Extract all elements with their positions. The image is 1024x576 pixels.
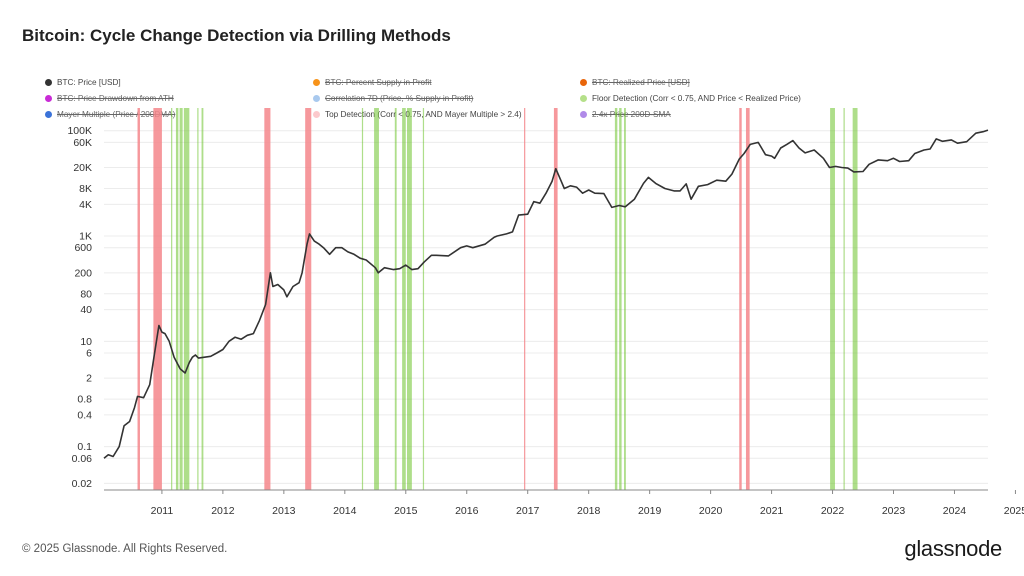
x-tick-label: 2023 <box>882 505 906 517</box>
floor-detection-band <box>614 108 618 490</box>
y-tick-label: 6 <box>86 348 92 360</box>
top-detection-band <box>137 108 140 490</box>
top-detection-band <box>739 108 742 490</box>
legend-item-mayer-multiple[interactable]: Mayer Multiple (Price / 200DMA) <box>45 109 175 120</box>
x-tick-label: 2025 <box>1004 505 1024 517</box>
x-tick-label: 2017 <box>516 505 540 517</box>
floor-detection-band <box>619 108 622 490</box>
legend-dot-icon <box>580 95 587 102</box>
y-tick-label: 0.02 <box>72 478 93 490</box>
page-title: Bitcoin: Cycle Change Detection via Dril… <box>22 26 451 45</box>
y-tick-label: 40 <box>80 304 92 316</box>
legend-dot-icon <box>580 79 587 86</box>
y-tick-label: 20K <box>73 162 92 174</box>
floor-detection-band <box>406 108 412 490</box>
top-detection-band <box>553 108 558 490</box>
legend-dot-icon <box>45 79 52 86</box>
x-tick-label: 2016 <box>455 505 479 517</box>
price-series <box>103 129 989 459</box>
y-tick-label: 0.06 <box>72 453 93 465</box>
y-tick-label: 0.8 <box>77 394 92 406</box>
legend-dot-icon <box>580 111 587 118</box>
top-detection-band <box>524 108 526 490</box>
y-tick-label: 60K <box>73 137 92 149</box>
legend-item-correlation[interactable]: Correlation 7D (Price, % Supply in Profi… <box>313 93 473 104</box>
top-detection-band <box>153 108 162 490</box>
glassnode-logo: glassnode <box>904 536 1002 561</box>
x-tick-label: 2011 <box>151 505 174 517</box>
x-tick-label: 2021 <box>760 505 784 517</box>
x-tick-label: 2014 <box>333 505 357 517</box>
floor-detection-band <box>830 108 835 490</box>
y-tick-label: 80 <box>80 288 92 300</box>
floor-detection-band <box>361 108 364 490</box>
legend-dot-icon <box>45 111 52 118</box>
x-tick-label: 2015 <box>394 505 418 517</box>
floor-detection-band <box>197 108 199 490</box>
x-tick-label: 2020 <box>699 505 723 517</box>
y-tick-label: 1K <box>79 231 92 243</box>
legend-item-drawdown[interactable]: BTC: Price Drawdown from ATH <box>45 93 174 104</box>
legend-dot-icon <box>313 111 320 118</box>
legend-item-btc-price[interactable]: BTC: Price [USD] <box>45 77 121 88</box>
y-tick-label: 0.1 <box>77 441 92 453</box>
floor-detection-band <box>394 108 397 490</box>
x-tick-label: 2018 <box>577 505 601 517</box>
floor-detection-band <box>171 108 173 490</box>
legend-item-realized-price[interactable]: BTC: Realized Price [USD] <box>580 77 690 88</box>
floor-detection-band <box>852 108 858 490</box>
x-tick-label: 2019 <box>638 505 662 517</box>
y-tick-label: 2 <box>86 373 92 385</box>
x-tick-label: 2012 <box>211 505 235 517</box>
y-tick-label: 8K <box>79 183 92 195</box>
floor-detection-band <box>422 108 425 490</box>
y-tick-label: 4K <box>79 199 92 211</box>
top-detection-band <box>745 108 750 490</box>
floor-detection-band <box>843 108 845 490</box>
x-tick-label: 2024 <box>943 505 967 517</box>
y-tick-label: 200 <box>74 267 92 279</box>
gridlines <box>104 130 988 484</box>
y-tick-label: 600 <box>74 242 92 254</box>
floor-detection-band <box>402 108 406 490</box>
y-tick-label: 100K <box>67 125 92 137</box>
detection-bands <box>137 108 858 490</box>
floor-detection-band <box>179 108 183 490</box>
floor-detection-band <box>374 108 379 490</box>
floor-detection-band <box>624 108 626 490</box>
legend-dot-icon <box>313 79 320 86</box>
y-tick-label: 10 <box>80 336 92 348</box>
floor-detection-band <box>175 108 179 490</box>
x-axis: 2011 2012 2013 2014 2015 2016 2017 2018 2019 2020… <box>104 489 1024 517</box>
top-detection-band <box>305 108 312 490</box>
legend-item-sma-band[interactable]: 2.4x Price 200D-SMA <box>580 109 671 120</box>
y-tick-label: 0.4 <box>77 409 92 421</box>
btc-price-line <box>103 129 989 459</box>
x-tick-label: 2013 <box>272 505 296 517</box>
top-detection-band <box>264 108 271 490</box>
legend-item-floor-detection[interactable]: Floor Detection (Corr < 0.75, AND Price … <box>580 93 801 104</box>
copyright-text: © 2025 Glassnode. All Rights Reserved. <box>22 543 228 555</box>
legend-dot-icon <box>313 95 320 102</box>
x-tick-label: 2022 <box>821 505 845 517</box>
legend-item-percent-supply[interactable]: BTC: Percent Supply in Profit <box>313 77 431 88</box>
legend-dot-icon <box>45 95 52 102</box>
floor-detection-band <box>201 108 204 490</box>
floor-detection-band <box>183 108 190 490</box>
